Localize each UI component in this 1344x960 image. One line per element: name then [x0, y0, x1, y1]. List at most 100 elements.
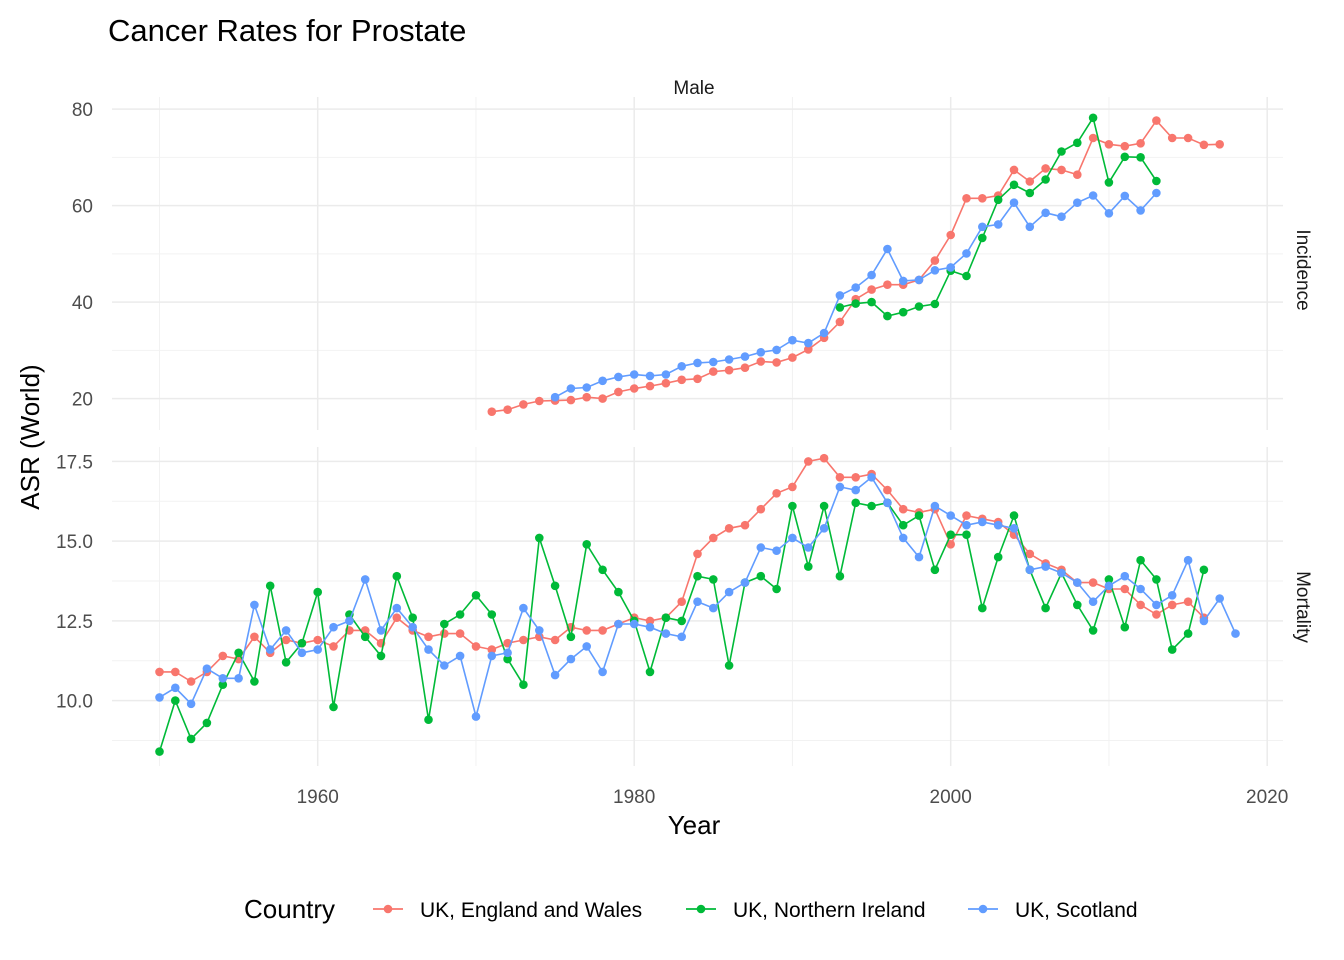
data-point — [218, 651, 228, 661]
data-point — [661, 370, 671, 379]
data-point — [1167, 600, 1177, 610]
data-point — [835, 571, 845, 581]
y-axis-label: ASR (World) — [15, 364, 45, 509]
data-point — [693, 358, 702, 368]
data-point — [392, 603, 402, 613]
data-point — [1231, 629, 1240, 638]
y-tick-label: 15.0 — [56, 532, 93, 553]
data-point — [1088, 113, 1098, 123]
data-point — [804, 345, 813, 354]
data-point — [424, 632, 433, 642]
data-point — [962, 249, 971, 258]
data-point — [487, 651, 497, 661]
data-point — [1120, 584, 1130, 594]
data-point — [550, 581, 560, 591]
data-point — [867, 285, 876, 294]
legend-item-uk-northern-ireland: UK, Northern Ireland — [686, 899, 926, 922]
data-point — [471, 712, 481, 721]
data-point — [946, 230, 955, 240]
data-point — [598, 626, 607, 635]
data-point — [218, 680, 228, 689]
data-point — [550, 392, 560, 402]
data-point — [835, 473, 845, 482]
data-point — [835, 317, 845, 327]
y-tick-label: 40 — [72, 293, 93, 314]
data-point — [804, 338, 813, 348]
data-point — [962, 530, 971, 539]
data-point — [851, 473, 860, 482]
data-point — [218, 674, 228, 683]
data-point — [1199, 140, 1209, 150]
data-point — [1073, 198, 1082, 207]
data-point — [1167, 645, 1177, 654]
data-point — [1120, 152, 1130, 162]
data-point — [1183, 133, 1193, 143]
data-point — [1088, 133, 1098, 143]
data-point — [724, 587, 734, 597]
data-point — [1167, 591, 1177, 600]
data-point — [1025, 177, 1035, 186]
data-point — [360, 632, 370, 642]
data-point — [898, 533, 908, 543]
data-point — [265, 581, 275, 591]
data-point — [566, 654, 576, 664]
data-point — [186, 677, 196, 686]
facet-strip-incidence: Incidence — [1292, 229, 1313, 310]
data-point — [756, 504, 766, 514]
data-point — [724, 355, 734, 364]
data-point — [867, 501, 876, 511]
data-point — [835, 303, 845, 312]
data-point — [598, 667, 607, 677]
data-point — [171, 683, 180, 693]
y-tick-label: 17.5 — [56, 452, 93, 473]
data-point — [740, 578, 750, 587]
data-point — [487, 407, 497, 417]
data-point — [1088, 191, 1098, 200]
data-point — [1183, 555, 1193, 565]
data-point — [629, 370, 639, 379]
data-point — [867, 473, 876, 482]
data-point — [360, 575, 370, 584]
data-point — [614, 372, 623, 382]
data-point — [1104, 140, 1114, 149]
data-point — [756, 348, 766, 357]
data-point — [661, 613, 671, 622]
data-point — [930, 256, 940, 265]
data-point — [297, 648, 307, 658]
data-point — [772, 345, 781, 355]
data-point — [1104, 178, 1114, 187]
data-point — [519, 680, 528, 689]
data-point — [772, 546, 781, 555]
data-point — [898, 307, 908, 317]
data-point — [677, 597, 686, 606]
data-point — [1057, 568, 1066, 578]
data-point — [281, 626, 291, 635]
data-point — [693, 597, 702, 606]
legend-label: UK, England and Wales — [420, 899, 642, 922]
data-point — [1152, 575, 1161, 584]
data-point — [693, 549, 702, 559]
data-point — [756, 543, 766, 552]
data-point — [883, 244, 892, 254]
data-point — [1136, 206, 1145, 215]
data-point — [487, 610, 497, 619]
data-point — [962, 511, 971, 520]
data-point — [914, 552, 924, 562]
data-point — [582, 540, 591, 549]
data-point — [471, 642, 481, 651]
data-point — [883, 280, 892, 290]
data-point — [503, 648, 512, 658]
data-point — [1199, 616, 1209, 626]
data-point — [772, 358, 781, 367]
data-point — [898, 276, 908, 286]
data-point — [772, 489, 781, 498]
data-point — [1057, 212, 1066, 221]
data-point — [740, 352, 750, 361]
data-point — [1120, 191, 1130, 201]
data-point — [265, 645, 275, 654]
data-point — [978, 222, 987, 232]
series-uk-northern-ireland — [835, 113, 1161, 321]
data-point — [930, 565, 940, 575]
data-point — [629, 619, 639, 629]
y-tick-label: 12.5 — [56, 612, 93, 633]
